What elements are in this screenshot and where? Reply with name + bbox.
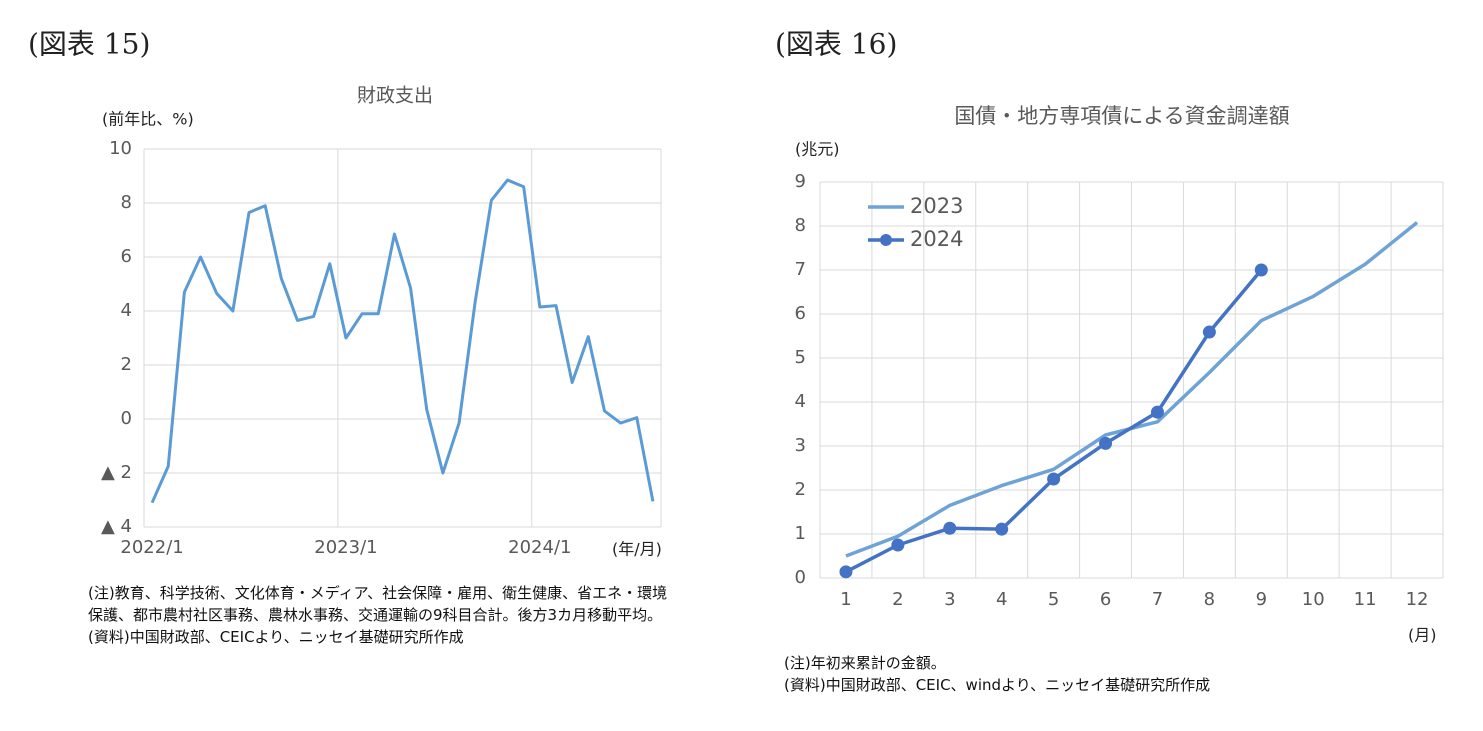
x-tick-label: 3 — [944, 589, 955, 610]
y-tick-label: 8 — [121, 192, 132, 213]
x-tick-label: 2022/1 — [120, 537, 183, 558]
chart-title: 財政支出 — [357, 85, 433, 107]
point — [943, 521, 957, 535]
point — [995, 522, 1009, 536]
y-tick-label: 3 — [795, 435, 806, 456]
y-tick-label: 2 — [121, 354, 132, 375]
y-axis-label: (兆元) — [795, 140, 840, 159]
x-tick-label: 11 — [1354, 589, 1377, 610]
y-axis-label: (前年比、%) — [102, 110, 194, 129]
note: (資料)中国財政部、CEICより、ニッセイ基礎研究所作成 — [88, 628, 464, 646]
point — [1047, 472, 1061, 486]
point — [1099, 436, 1113, 450]
x-tick-label: 9 — [1256, 589, 1267, 610]
x-tick-label: 6 — [1100, 589, 1111, 610]
point — [891, 538, 905, 552]
x-tick-label: 12 — [1406, 589, 1429, 610]
x-tick-label: 7 — [1152, 589, 1163, 610]
legend-marker — [880, 234, 892, 246]
figure-label: (図表 15) — [28, 28, 150, 61]
y-tick-label: ▲ 2 — [101, 462, 132, 483]
y-tick-label: 0 — [121, 408, 132, 429]
series-line — [150, 178, 655, 504]
x-tick-label: 2023/1 — [314, 537, 377, 558]
notes: (注)年初来累計の金額。 (資料)中国財政部、CEIC、windより、ニッセイ基… — [784, 652, 1404, 696]
y-tick-label: 4 — [121, 300, 132, 321]
x-tick-label: 2024/1 — [508, 537, 571, 558]
chart-title: 国債・地方専項債による資金調達額 — [954, 104, 1289, 128]
y-tick-label: 7 — [795, 259, 806, 280]
y-tick-label: 8 — [795, 215, 806, 236]
point — [1150, 405, 1164, 419]
legend-label: 2023 — [910, 194, 963, 218]
y-tick-label: 0 — [795, 567, 806, 588]
y-tick-label: 6 — [795, 303, 806, 324]
notes: (注)教育、科学技術、文化体育・メディア、社会保障・雇用、衛生健康、省エネ・環境… — [88, 582, 668, 648]
x-tick-label: 10 — [1302, 589, 1325, 610]
note: (注)年初来累計の金額。 — [784, 654, 946, 672]
x-tick-label: 1 — [840, 589, 851, 610]
x-axis-label: (年/月) — [612, 540, 662, 559]
y-tick-label: ▲ 4 — [101, 516, 132, 537]
y-tick-label: 6 — [121, 246, 132, 267]
x-tick-label: 5 — [1048, 589, 1059, 610]
point — [1202, 325, 1216, 339]
y-tick-label: 2 — [795, 479, 806, 500]
point — [1254, 263, 1268, 277]
note: (資料)中国財政部、CEIC、windより、ニッセイ基礎研究所作成 — [784, 676, 1211, 694]
x-tick-label: 2 — [892, 589, 903, 610]
legend-label: 2024 — [910, 227, 963, 251]
x-tick-label: 8 — [1204, 589, 1215, 610]
y-tick-label: 1 — [795, 523, 806, 544]
x-tick-label: 4 — [996, 589, 1007, 610]
note: (注)教育、科学技術、文化体育・メディア、社会保障・雇用、衛生健康、省エネ・環境… — [88, 584, 668, 624]
y-tick-label: 10 — [109, 138, 132, 159]
y-tick-label: 5 — [795, 347, 806, 368]
figure-label: (図表 16) — [775, 28, 897, 61]
x-axis-label: (月) — [1408, 626, 1437, 645]
y-tick-label: 4 — [795, 391, 806, 412]
y-tick-label: 9 — [795, 171, 806, 192]
series-line — [845, 268, 1263, 574]
point — [839, 565, 853, 579]
